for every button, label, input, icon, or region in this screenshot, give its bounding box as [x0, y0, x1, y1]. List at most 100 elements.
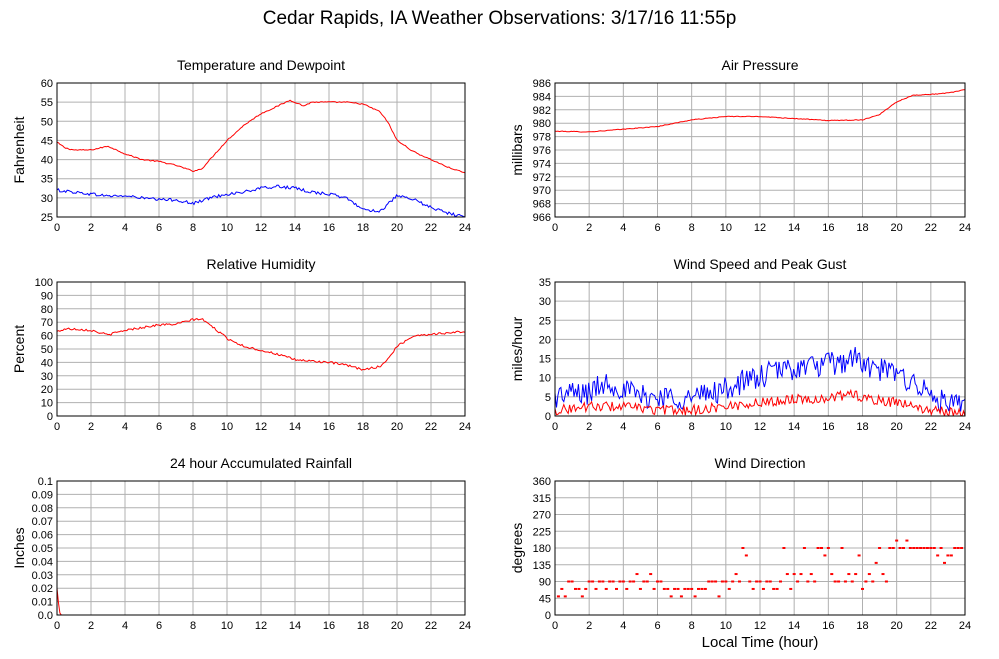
y-tick-label: 60: [41, 78, 53, 90]
panel-title: 24 hour Accumulated Rainfall: [170, 455, 352, 471]
y-tick-label: 315: [533, 493, 551, 505]
series-line: [555, 89, 965, 133]
data-point: [929, 547, 933, 549]
y-tick-label: 45: [41, 135, 53, 147]
series-line: [555, 388, 965, 416]
data-point: [642, 580, 646, 583]
data-point: [888, 547, 892, 549]
data-point: [837, 580, 841, 583]
data-point: [891, 547, 895, 549]
y-tick-label: 0: [545, 411, 551, 423]
x-tick-label: 20: [891, 620, 903, 632]
y-tick-label: 0: [47, 411, 53, 423]
y-tick-label: 80: [41, 304, 53, 316]
data-point: [625, 587, 629, 590]
x-tick-label: 14: [289, 222, 301, 234]
x-tick-label: 8: [190, 421, 196, 433]
y-tick-label: 30: [539, 296, 551, 308]
data-point: [946, 554, 950, 557]
x-tick-label: 18: [357, 222, 369, 234]
data-point: [710, 580, 714, 583]
data-point: [802, 547, 806, 549]
data-point: [867, 573, 871, 576]
x-tick-label: 18: [856, 222, 868, 234]
data-point: [676, 587, 680, 590]
x-tick-label: 12: [255, 620, 267, 632]
x-tick-label: 24: [959, 421, 971, 433]
data-point: [768, 580, 772, 583]
y-tick-label: 10: [539, 373, 551, 385]
data-point: [932, 547, 936, 549]
y-tick-label: 100: [35, 277, 53, 289]
x-tick-label: 2: [586, 222, 592, 234]
x-tick-label: 8: [689, 222, 695, 234]
x-tick-label: 10: [221, 620, 233, 632]
data-point: [772, 587, 776, 590]
data-point: [779, 580, 782, 583]
y-tick-label: 15: [539, 354, 551, 366]
x-tick-label: 18: [856, 620, 868, 632]
data-point: [727, 587, 731, 590]
x-tick-label: 20: [891, 421, 903, 433]
y-axis-label: miles/hour: [509, 316, 525, 381]
data-point: [874, 561, 878, 564]
data-point: [567, 580, 571, 583]
y-tick-label: 55: [41, 97, 53, 109]
x-tick-label: 16: [822, 222, 834, 234]
data-point: [615, 587, 618, 590]
x-tick-label: 8: [190, 222, 196, 234]
data-point: [908, 547, 912, 549]
x-tick-label: 6: [156, 421, 162, 433]
plot-frame: [56, 281, 466, 417]
x-tick-label: 10: [221, 222, 233, 234]
data-point: [621, 580, 625, 583]
x-tick-label: 20: [891, 222, 903, 234]
x-tick-label: 22: [425, 421, 437, 433]
x-tick-label: 22: [925, 222, 937, 234]
x-tick-label: 2: [88, 421, 94, 433]
chart-dir: 0 2 4 6 8 10 12 14 16 18 20 22 240459013518022527031…: [509, 455, 971, 632]
y-tick-label: 20: [539, 334, 551, 346]
data-point: [792, 573, 796, 576]
data-point: [659, 580, 663, 583]
x-tick-label: 12: [754, 222, 766, 234]
data-point: [881, 573, 885, 576]
series-line: [57, 318, 465, 371]
data-point: [707, 580, 711, 583]
page-title: Cedar Rapids, IA Weather Observations: 3…: [262, 8, 737, 29]
data-point: [703, 587, 707, 590]
data-point: [830, 573, 834, 576]
x-tick-label: 16: [323, 222, 335, 234]
data-point: [943, 561, 946, 564]
data-point: [813, 580, 817, 583]
y-tick-label: 90: [41, 290, 53, 302]
x-tick-label: 6: [654, 222, 660, 234]
y-axis-label: Fahrenheit: [11, 116, 27, 183]
y-tick-label: 45: [539, 593, 551, 605]
x-tick-label: 16: [822, 421, 834, 433]
y-tick-label: 225: [533, 526, 551, 538]
x-tick-label: 8: [190, 620, 196, 632]
data-point: [601, 580, 605, 583]
x-tick-label: 0: [552, 620, 558, 632]
data-point: [799, 573, 803, 576]
data-point: [690, 587, 694, 590]
data-point: [618, 580, 622, 583]
x-tick-label: 20: [391, 620, 403, 632]
data-point: [635, 573, 639, 576]
data-point: [833, 580, 837, 583]
data-point: [895, 539, 899, 542]
data-point: [919, 547, 923, 549]
panel-title: Wind Speed and Peak Gust: [674, 256, 847, 272]
panel-title: Relative Humidity: [207, 256, 316, 272]
x-tick-label: 8: [689, 421, 695, 433]
x-tick-label: 24: [459, 222, 471, 234]
y-tick-label: 25: [41, 212, 53, 224]
data-point: [960, 547, 964, 549]
series-group: [556, 539, 964, 598]
y-tick-label: 968: [533, 199, 551, 211]
data-point: [751, 587, 755, 590]
data-point: [854, 573, 858, 576]
data-point: [697, 587, 700, 590]
y-tick-label: 970: [533, 185, 551, 197]
